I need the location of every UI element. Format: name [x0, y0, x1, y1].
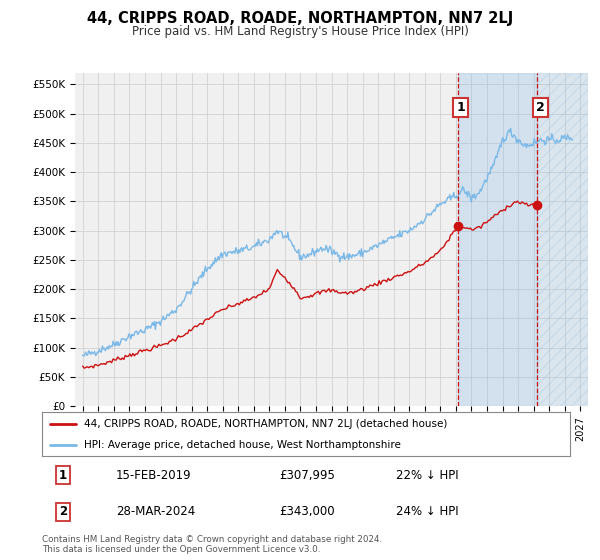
Text: 2: 2 [536, 101, 545, 114]
Bar [537, 73, 588, 406]
Text: HPI: Average price, detached house, West Northamptonshire: HPI: Average price, detached house, West… [84, 440, 401, 450]
Text: This data is licensed under the Open Government Licence v3.0.: This data is licensed under the Open Gov… [42, 545, 320, 554]
Text: 15-FEB-2019: 15-FEB-2019 [116, 469, 191, 482]
Text: 2: 2 [59, 505, 67, 518]
Text: £343,000: £343,000 [280, 505, 335, 518]
Text: 28-MAR-2024: 28-MAR-2024 [116, 505, 195, 518]
Bar [458, 73, 537, 406]
Text: 44, CRIPPS ROAD, ROADE, NORTHAMPTON, NN7 2LJ: 44, CRIPPS ROAD, ROADE, NORTHAMPTON, NN7… [87, 11, 513, 26]
Text: 22% ↓ HPI: 22% ↓ HPI [396, 469, 458, 482]
Text: 1: 1 [457, 101, 465, 114]
Text: £307,995: £307,995 [280, 469, 335, 482]
Text: 24% ↓ HPI: 24% ↓ HPI [396, 505, 458, 518]
Text: 44, CRIPPS ROAD, ROADE, NORTHAMPTON, NN7 2LJ (detached house): 44, CRIPPS ROAD, ROADE, NORTHAMPTON, NN7… [84, 419, 448, 429]
Text: Contains HM Land Registry data © Crown copyright and database right 2024.: Contains HM Land Registry data © Crown c… [42, 535, 382, 544]
Text: 1: 1 [59, 469, 67, 482]
Text: Price paid vs. HM Land Registry's House Price Index (HPI): Price paid vs. HM Land Registry's House … [131, 25, 469, 38]
